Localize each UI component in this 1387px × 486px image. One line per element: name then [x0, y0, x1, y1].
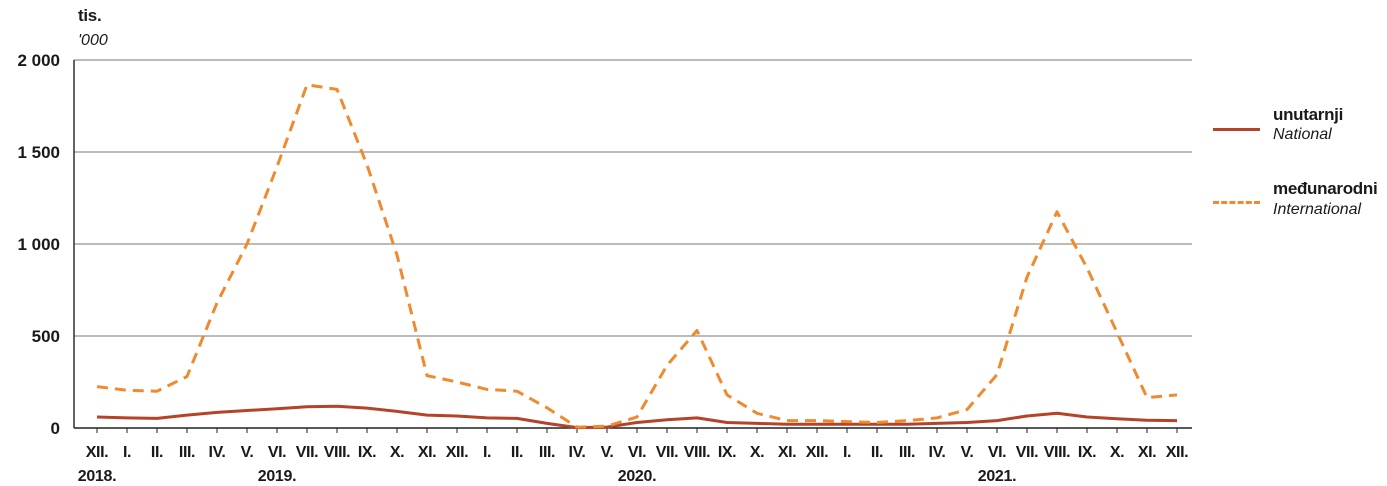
y-tick-label-1500: 1 500	[17, 143, 60, 162]
x-tick-label-22: X.	[750, 444, 764, 461]
x-tick-label-20: VIII.	[684, 444, 710, 461]
year-label-2020: 2020.	[618, 468, 657, 485]
x-tick-label-12: XII.	[446, 444, 468, 461]
x-tick-label-32: VIII.	[1044, 444, 1070, 461]
x-tick-label-11: XI.	[418, 444, 436, 461]
x-tick-label-0: XII.	[86, 444, 108, 461]
y-tick-label-2000: 2 000	[17, 51, 60, 70]
x-tick-label-1: I.	[123, 444, 131, 461]
legend-swatch-international	[1213, 201, 1260, 204]
x-tick-label-23: XI.	[778, 444, 796, 461]
x-tick-label-13: I.	[483, 444, 491, 461]
x-tick-label-29: V.	[961, 444, 974, 461]
grid-lines	[73, 59, 1192, 429]
series-line-national	[96, 404, 1178, 430]
y-tick-label-0: 0	[51, 419, 60, 438]
x-tick-label-5: V.	[241, 444, 254, 461]
x-tick-label-9: IX.	[358, 444, 376, 461]
x-tick-label-21: IX.	[718, 444, 736, 461]
y-tick-label-500: 500	[32, 327, 60, 346]
legend-label-national-en: National	[1273, 126, 1332, 143]
series-line-international	[96, 83, 1178, 429]
y-axis-unit-label: tis.	[78, 6, 102, 25]
x-tick-label-16: IV.	[569, 444, 586, 461]
x-tick-label-10: X.	[390, 444, 404, 461]
x-tick-label-18: VI.	[628, 444, 646, 461]
x-tick-label-35: XI.	[1138, 444, 1156, 461]
x-tick-label-25: I.	[843, 444, 851, 461]
x-tick-label-33: IX.	[1078, 444, 1096, 461]
legend-label-international: međunarodni	[1273, 179, 1378, 198]
legend-label-national: unutarnji	[1273, 105, 1344, 124]
x-tick-label-14: II.	[511, 444, 523, 461]
x-tick-label-8: VIII.	[324, 444, 350, 461]
x-tick-label-27: III.	[899, 444, 915, 461]
y-tick-label-1000: 1 000	[17, 235, 60, 254]
series-lines	[96, 83, 1178, 430]
year-label-2021: 2021.	[978, 468, 1017, 485]
x-tick-label-17: V.	[601, 444, 614, 461]
y-axis-unit-label-en: '000	[78, 32, 108, 49]
year-label-2019: 2019.	[258, 468, 297, 485]
x-tick-label-28: IV.	[929, 444, 946, 461]
x-tick-label-2: II.	[151, 444, 163, 461]
x-tick-label-6: VI.	[268, 444, 286, 461]
x-axis-ticks: XII. I. II. III. IV. V. VI. VII. VIII. IX. X. XI. XI…	[86, 428, 1189, 461]
x-tick-label-24: XII.	[806, 444, 828, 461]
x-tick-label-19: VII.	[656, 444, 678, 461]
x-tick-label-7: VII.	[296, 444, 318, 461]
y-axis-ticks: 0 500 1 000 1 500 2 000	[17, 51, 60, 438]
x-tick-label-3: III.	[179, 444, 195, 461]
x-tick-label-26: II.	[871, 444, 883, 461]
x-tick-label-31: VII.	[1016, 444, 1038, 461]
x-tick-label-4: IV.	[209, 444, 226, 461]
x-axis-year-labels: 2018. 2019. 2020. 2021.	[78, 468, 1017, 485]
x-tick-label-34: X.	[1110, 444, 1124, 461]
x-tick-label-15: III.	[539, 444, 555, 461]
year-label-2018: 2018.	[78, 468, 117, 485]
legend-label-international-en: International	[1273, 201, 1362, 218]
legend-swatch-national	[1213, 128, 1260, 131]
x-tick-label-30: VI.	[988, 444, 1006, 461]
x-tick-label-36: XII.	[1166, 444, 1188, 461]
